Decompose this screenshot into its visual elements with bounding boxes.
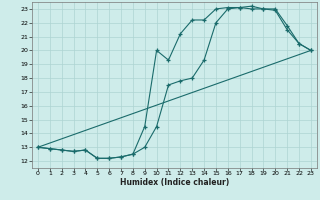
X-axis label: Humidex (Indice chaleur): Humidex (Indice chaleur) bbox=[120, 178, 229, 187]
